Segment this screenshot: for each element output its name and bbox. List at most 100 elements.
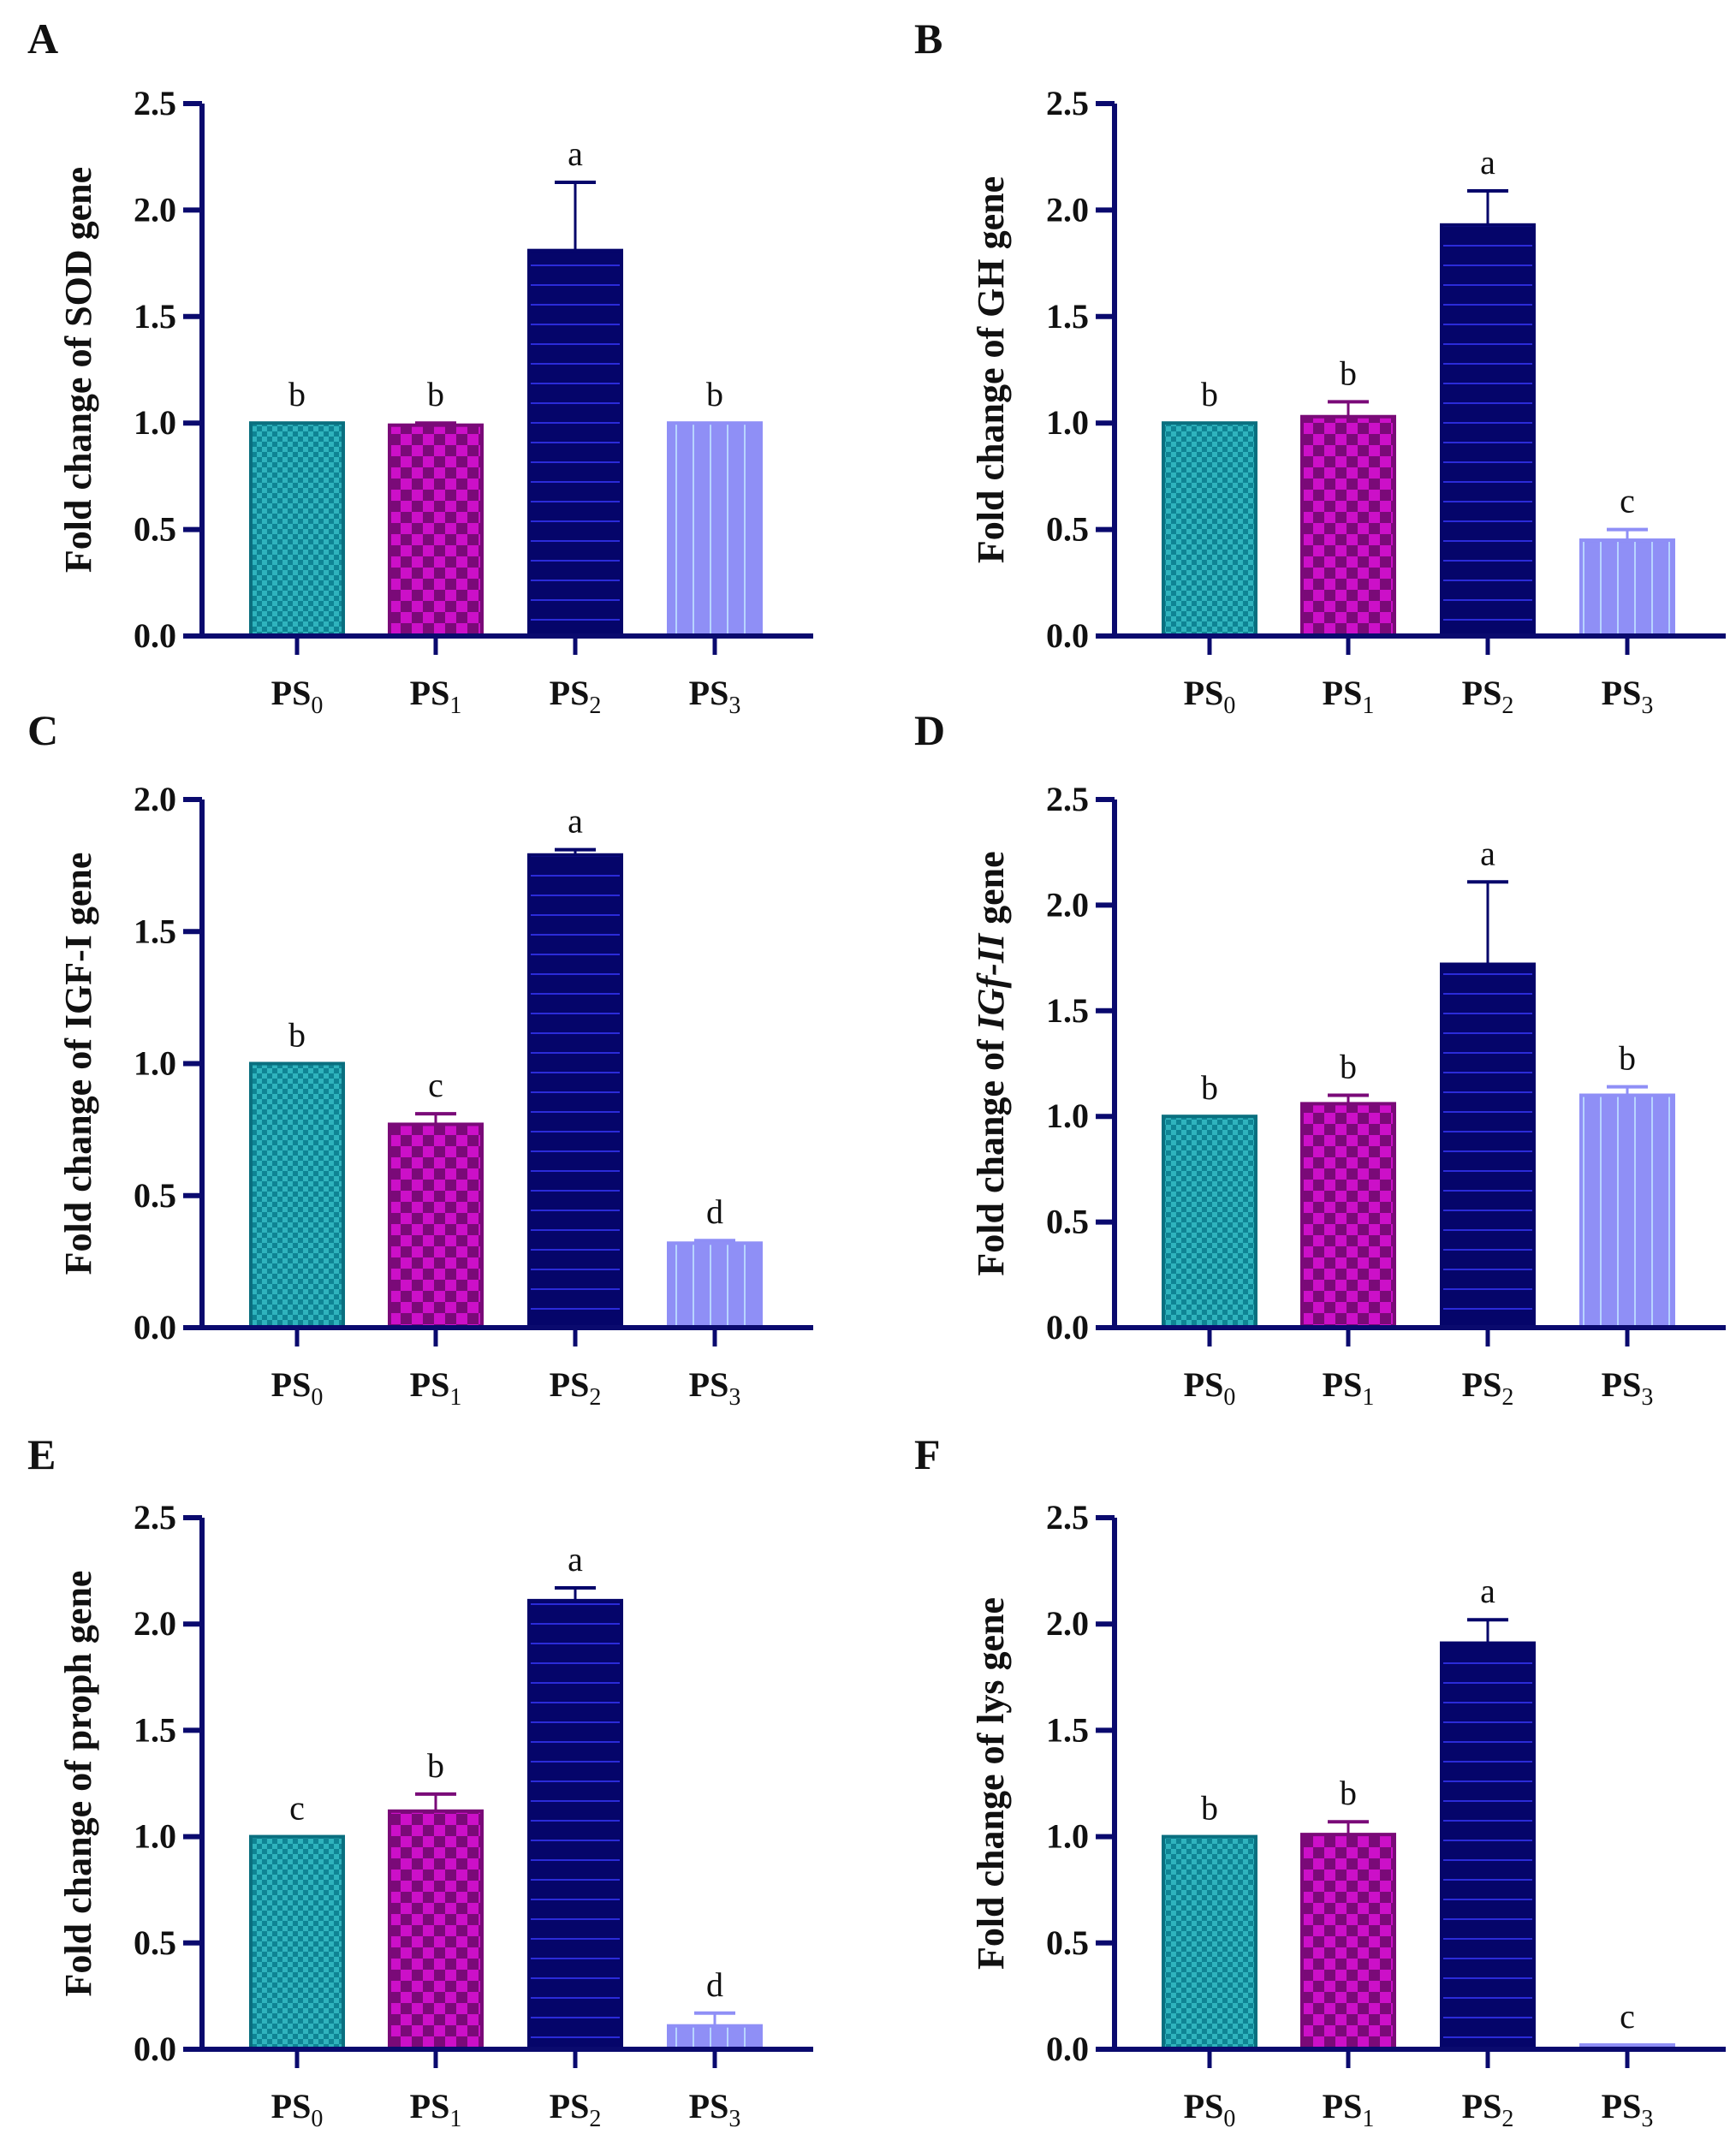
bar-ps2 [1440,1641,1536,2052]
bar-ps2 [1440,223,1536,638]
x-tick-label: PS1 [1323,1365,1375,1411]
bar-ps1 [388,1809,484,2051]
y-tick-label: 0.0 [1046,616,1089,655]
significance-letter: b [706,375,723,413]
y-axis-label: Fold change of proph gene [57,1571,99,1997]
significance-letter: b [1201,1068,1218,1107]
x-tick-label: PS1 [410,1365,462,1411]
y-tick-label: 2.5 [1046,780,1089,818]
bar-ps1 [1300,1102,1396,1329]
y-tick-label: 2.0 [134,1604,176,1643]
panel-c: Cb PS0 c PS1 a PS2 d PS3 0.0 0.5 1.0 1.5 2.0 Fold cha… [27,706,813,1411]
y-tick-label: 0.5 [134,510,176,549]
bar-ps3 [1579,1093,1675,1330]
panel-letter: C [27,706,58,754]
significance-letter: a [568,134,583,173]
y-tick-label: 2.0 [1046,190,1089,229]
panel-d: Db PS0 b PS1 a PS2 b PS3 0.0 0.5 1.0 1.5 2.0 2.5 Fold … [914,706,1726,1411]
bar-ps1 [388,423,484,638]
significance-letter: a [568,802,583,841]
panel-f: Fb PS0 b PS1 a PS2 c PS3 0.0 0.5 1.0 1.5 2.0 2.5 Fold … [914,1430,1726,2132]
y-tick-label: 1.0 [1046,1817,1089,1856]
x-tick-label: PS2 [550,2087,602,2132]
significance-letter: b [288,1016,306,1055]
y-tick-label: 0.0 [134,616,176,655]
panel-b: Bb PS0 b PS1 a PS2 c PS3 0.0 0.5 1.0 1.5 2.0 2.5 Fold … [914,15,1726,719]
y-axis-label: Fold change of IGf-II gene [970,851,1012,1275]
x-tick-label: PS1 [410,674,462,719]
x-tick-label: PS3 [1602,1365,1654,1411]
bar-ps3 [667,1241,763,1330]
bar-ps2 [527,248,623,638]
x-tick-label: PS1 [1323,2087,1375,2132]
significance-letter: b [427,375,444,413]
x-tick-label: PS3 [689,674,741,719]
y-tick-label: 2.5 [1046,84,1089,122]
panel-letter: D [914,706,945,754]
bar-ps0 [1162,421,1257,639]
y-tick-label: 0.5 [1046,1203,1089,1241]
y-tick-label: 1.5 [134,912,176,950]
y-tick-label: 0.0 [134,1308,176,1346]
panel-letter: E [27,1430,56,1478]
bar-ps1 [388,1122,484,1329]
y-tick-label: 2.5 [134,1498,176,1537]
significance-letter: c [1620,482,1635,520]
x-tick-label: PS2 [1462,674,1514,719]
x-tick-label: PS0 [271,674,324,719]
y-tick-label: 0.0 [1046,1308,1089,1346]
significance-letter: a [568,1540,583,1578]
significance-letter: b [1340,1774,1357,1812]
x-tick-label: PS1 [1323,674,1375,719]
bar-ps0 [1162,1115,1257,1329]
y-tick-label: 1.0 [134,403,176,442]
x-tick-label: PS2 [550,1365,602,1411]
y-axis-label: Fold change of GH gene [970,176,1012,563]
y-tick-label: 0.5 [134,1176,176,1215]
y-tick-label: 1.5 [1046,991,1089,1030]
bar-ps3 [1579,538,1675,638]
y-tick-label: 0.5 [1046,1923,1089,1962]
panel-letter: A [27,15,58,62]
x-tick-label: PS3 [1602,674,1654,719]
bar-ps2 [527,853,623,1329]
y-tick-label: 1.5 [134,1710,176,1749]
x-tick-label: PS3 [1602,2087,1654,2132]
x-tick-label: PS2 [1462,2087,1514,2132]
bar-ps2 [1440,962,1536,1330]
significance-letter: c [428,1066,443,1104]
y-tick-label: 0.5 [134,1923,176,1962]
panel-letter: F [914,1430,941,1478]
bar-ps0 [1162,1834,1257,2052]
bar-ps0 [249,1834,345,2052]
y-axis-label: Fold change of IGF-I gene [57,853,99,1275]
x-tick-label: PS0 [1184,674,1236,719]
significance-letter: b [1340,354,1357,392]
y-axis-label: Fold change of lys gene [970,1597,1012,1970]
y-tick-label: 1.0 [134,1817,176,1856]
y-tick-label: 1.0 [1046,403,1089,442]
y-tick-label: 2.0 [134,780,176,818]
y-tick-label: 2.0 [1046,1604,1089,1643]
significance-letter: d [706,1192,723,1231]
significance-letter: a [1480,143,1495,181]
significance-letter: b [1619,1039,1636,1078]
y-axis-label: Fold change of SOD gene [57,167,99,573]
x-tick-label: PS3 [689,2087,741,2132]
bar-ps3 [667,421,763,639]
x-tick-label: PS0 [1184,2087,1236,2132]
significance-letter: a [1480,834,1495,872]
y-tick-label: 2.5 [134,84,176,122]
significance-letter: d [706,1965,723,2004]
bar-ps1 [1300,414,1396,638]
x-tick-label: PS1 [410,2087,462,2132]
y-tick-label: 1.5 [1046,297,1089,336]
bar-ps3 [667,2024,763,2052]
y-tick-label: 1.5 [134,297,176,336]
x-tick-label: PS0 [271,2087,324,2132]
y-tick-label: 2.0 [1046,885,1089,924]
significance-letter: b [1201,375,1218,413]
significance-letter: a [1480,1572,1495,1610]
x-tick-label: PS0 [271,1365,324,1411]
y-tick-label: 2.5 [1046,1498,1089,1537]
